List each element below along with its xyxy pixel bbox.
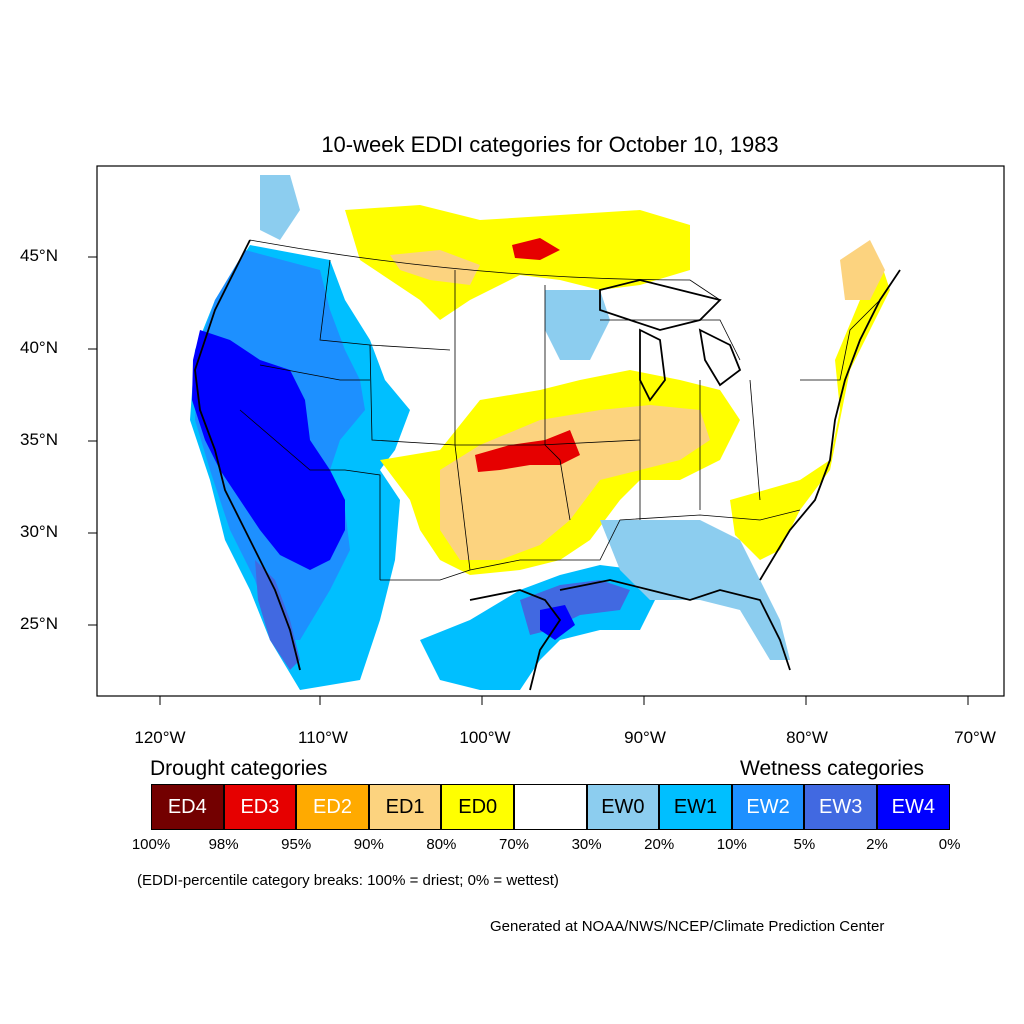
state-boundaries (239, 239, 881, 581)
lon-ticks (159, 696, 969, 705)
legend-percentile-label: 2% (866, 836, 888, 853)
west-wet-region-ew4 (192, 330, 345, 570)
upper-midwest-ew0 (545, 290, 610, 360)
legend-percentile-label: 30% (571, 836, 602, 853)
legend-percentile-label: 95% (281, 836, 312, 853)
lat-label-25n: 25°N (20, 614, 58, 633)
lon-label-90w: 90°W (624, 728, 666, 747)
drought-categories-heading: Drought categories (150, 757, 328, 780)
legend-percentile-label: 5% (793, 836, 816, 853)
category-breaks-note: (EDDI-percentile category breaks: 100% =… (137, 872, 559, 889)
south-central-ed1 (440, 405, 710, 560)
southeast-wet-ew0 (600, 520, 790, 660)
legend-percentile-label: 70% (498, 836, 530, 853)
lat-label-35n: 35°N (20, 430, 58, 449)
legend-percentile-label: 100% (131, 836, 171, 853)
lat-label-45n: 45°N (20, 246, 58, 265)
lon-label-70w: 70°W (954, 728, 996, 747)
legend-swatch-ed0: ED0 (441, 784, 514, 830)
lon-label-120w: 120°W (134, 728, 186, 747)
kansas-ed3 (475, 430, 580, 472)
legend-percentile-label: 0% (938, 836, 961, 853)
maine-ed1 (840, 240, 885, 300)
nw-canada-ew0 (260, 175, 300, 240)
coastlines (194, 239, 901, 691)
legend-swatch-ed3: ED3 (223, 784, 297, 830)
lat-ticks (88, 256, 97, 626)
east-coast-ed0 (730, 260, 890, 560)
legend-swatch-ew0: EW0 (586, 784, 660, 830)
lake-superior-ed3 (512, 238, 560, 260)
legend-swatch-ew3: EW3 (804, 784, 877, 830)
legend-swatch-ew1: EW1 (659, 784, 732, 830)
lon-label-80w: 80°W (786, 728, 828, 747)
lat-label-30n: 30°N (20, 522, 58, 541)
legend-swatch-ed2: ED2 (296, 784, 369, 830)
legend-swatch-neutral (514, 784, 587, 830)
wetness-categories-heading: Wetness categories (740, 757, 925, 780)
map-frame (96, 165, 1005, 697)
legend-percentile-label: 90% (353, 836, 384, 853)
lon-label-110w: 110°W (298, 728, 348, 747)
legend-percentile-label: 10% (716, 836, 747, 853)
north-plains-ed0 (345, 205, 690, 320)
legend-percentile-label: 98% (208, 836, 239, 853)
eddi-category-fields (190, 175, 890, 690)
legend-swatch-ew4: EW4 (877, 784, 950, 830)
legend-percentile-label: 20% (644, 836, 675, 853)
legend-swatch-ed1: ED1 (368, 784, 442, 830)
credit-line: Generated at NOAA/NWS/NCEP/Climate Predi… (490, 918, 885, 935)
lat-label-40n: 40°N (20, 338, 58, 357)
legend-swatch-ew2: EW2 (731, 784, 805, 830)
north-plains-ed1 (390, 250, 480, 285)
legend-swatch-ed4: ED4 (151, 784, 224, 830)
legend-percentile-label: 80% (426, 836, 457, 853)
map-title: 10-week EDDI categories for October 10, … (321, 132, 779, 157)
lon-label-100w: 100°W (459, 728, 511, 747)
baja-wet-ew3 (255, 560, 300, 670)
